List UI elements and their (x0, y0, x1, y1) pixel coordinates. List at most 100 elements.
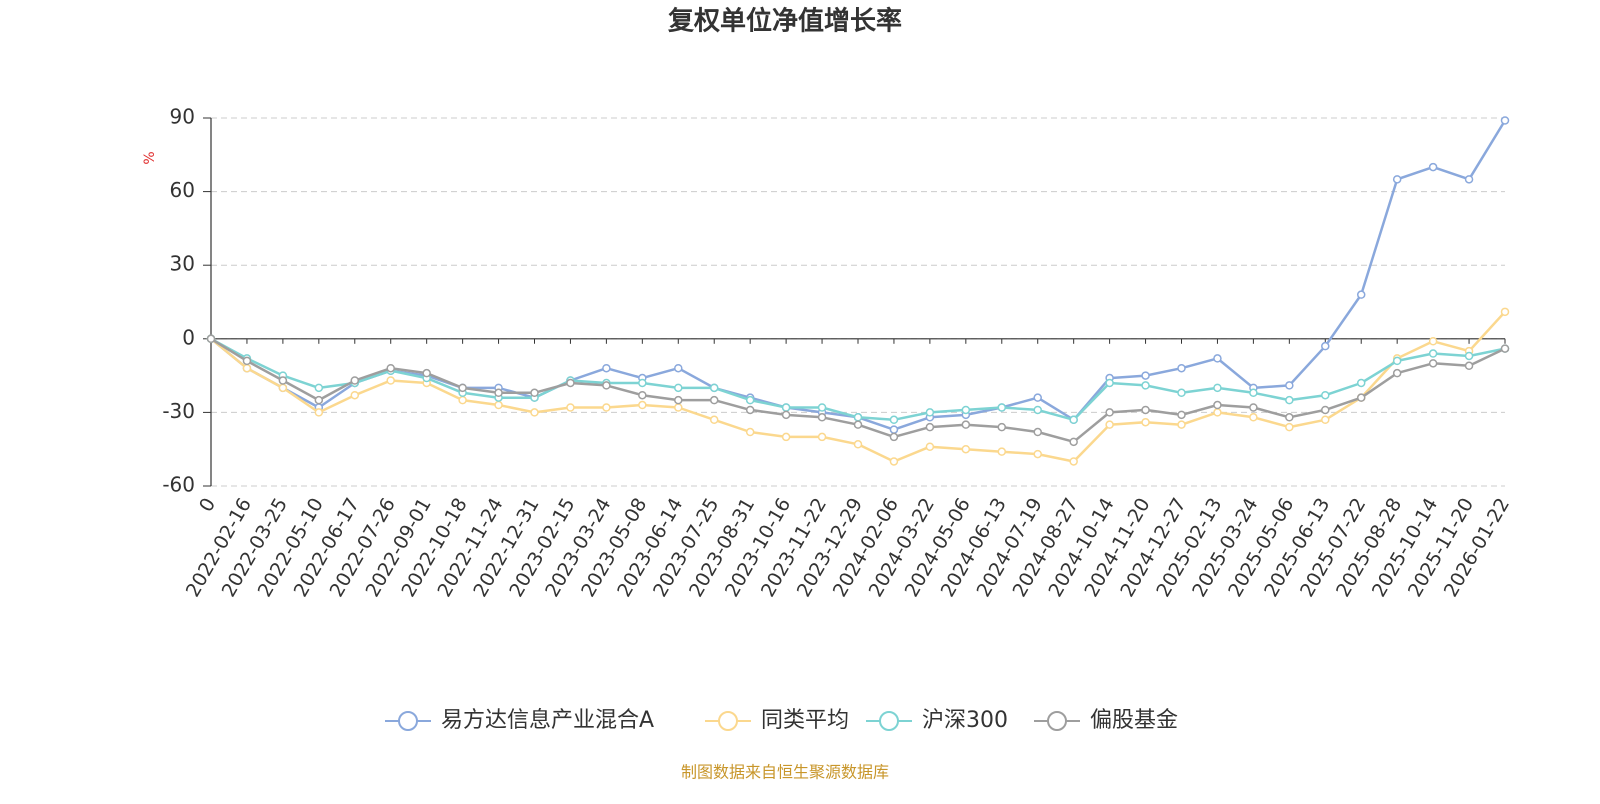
series-line (210, 119, 1507, 431)
point-marker (278, 383, 288, 393)
point-marker (961, 444, 971, 454)
point-marker (961, 405, 971, 415)
point-marker (889, 457, 899, 466)
y-tick-label: -60 (162, 473, 195, 497)
point-marker (458, 383, 467, 393)
point-marker (745, 395, 755, 405)
y-tick-label: 60 (170, 178, 195, 202)
point-marker (709, 383, 719, 393)
point-marker (314, 383, 324, 393)
point-marker (1213, 354, 1222, 363)
point-marker (853, 440, 863, 449)
point-marker (1177, 363, 1186, 373)
point-marker (494, 400, 503, 410)
legend-swatch (718, 711, 738, 731)
point-marker (602, 363, 611, 373)
point-marker (1033, 393, 1042, 402)
point-marker (1392, 175, 1402, 184)
y-tick-label: 0 (182, 325, 195, 349)
point-marker (314, 408, 324, 417)
point-marker (674, 403, 683, 412)
point-marker (1177, 388, 1186, 398)
legend-item[interactable]: 易方达信息产业混合A (385, 708, 654, 733)
point-marker (1285, 413, 1294, 422)
point-marker (1141, 417, 1150, 427)
point-marker (566, 403, 575, 412)
point-marker (1321, 390, 1330, 400)
point-marker (1069, 437, 1078, 447)
point-marker (853, 420, 863, 429)
point-marker (278, 376, 288, 385)
point-marker (1141, 405, 1150, 415)
point-marker (1428, 337, 1438, 346)
legend-swatch (879, 711, 899, 731)
point-marker (1033, 427, 1042, 437)
point-marker (925, 422, 935, 432)
point-marker (1428, 162, 1438, 172)
point-marker (1464, 361, 1474, 371)
point-marker (458, 395, 467, 405)
legend-item[interactable]: 沪深300 (866, 708, 1008, 733)
point-marker (1213, 383, 1222, 393)
legend-swatch (398, 711, 418, 731)
point-marker (638, 390, 647, 400)
series-line (210, 337, 1506, 422)
point-marker (853, 413, 863, 422)
point-marker (1249, 388, 1258, 398)
point-marker (314, 395, 324, 405)
point-marker (638, 378, 647, 388)
point-marker (1285, 381, 1294, 390)
point-marker (242, 363, 252, 373)
point-marker (530, 408, 539, 417)
point-marker (1392, 368, 1402, 378)
y-tick-label: 90 (170, 105, 195, 129)
legend-item[interactable]: 同类平均 (705, 708, 849, 733)
point-marker (1428, 359, 1438, 368)
point-marker (1213, 400, 1222, 410)
point-marker (242, 356, 252, 366)
point-marker (1321, 415, 1330, 425)
legend-label: 同类平均 (761, 708, 849, 733)
point-marker (206, 334, 216, 344)
point-marker (709, 415, 719, 425)
legend-item[interactable]: 偏股基金 (1034, 708, 1178, 733)
point-marker (602, 403, 611, 412)
point-marker (961, 420, 971, 429)
point-marker (889, 415, 899, 425)
point-marker (1069, 415, 1078, 425)
point-marker (1069, 457, 1078, 466)
point-marker (530, 388, 539, 398)
point-marker (1321, 405, 1330, 415)
point-marker (1392, 356, 1402, 366)
point-marker (602, 381, 611, 390)
point-marker (350, 376, 360, 385)
point-marker (925, 408, 935, 417)
point-marker (674, 363, 683, 373)
point-marker (638, 400, 647, 410)
point-marker (1285, 422, 1294, 432)
point-marker (566, 378, 575, 388)
series-line (210, 310, 1506, 463)
point-marker (997, 403, 1007, 412)
point-marker (781, 410, 791, 420)
point-marker (997, 422, 1007, 432)
point-marker (1141, 381, 1150, 390)
point-marker (386, 363, 395, 373)
point-marker (889, 432, 899, 442)
point-marker (1356, 378, 1366, 388)
point-marker (1285, 395, 1294, 405)
point-marker (745, 427, 755, 437)
x-tick-label: 0 (195, 494, 220, 515)
point-marker (709, 395, 719, 405)
point-marker (422, 368, 431, 378)
point-marker (1213, 408, 1222, 417)
point-marker (1177, 420, 1186, 429)
point-marker (1105, 420, 1114, 429)
legend-label: 易方达信息产业混合A (441, 708, 654, 733)
point-marker (386, 376, 395, 385)
point-marker (889, 425, 899, 434)
point-marker (1500, 344, 1510, 353)
point-marker (1177, 410, 1186, 420)
point-marker (1033, 405, 1042, 415)
